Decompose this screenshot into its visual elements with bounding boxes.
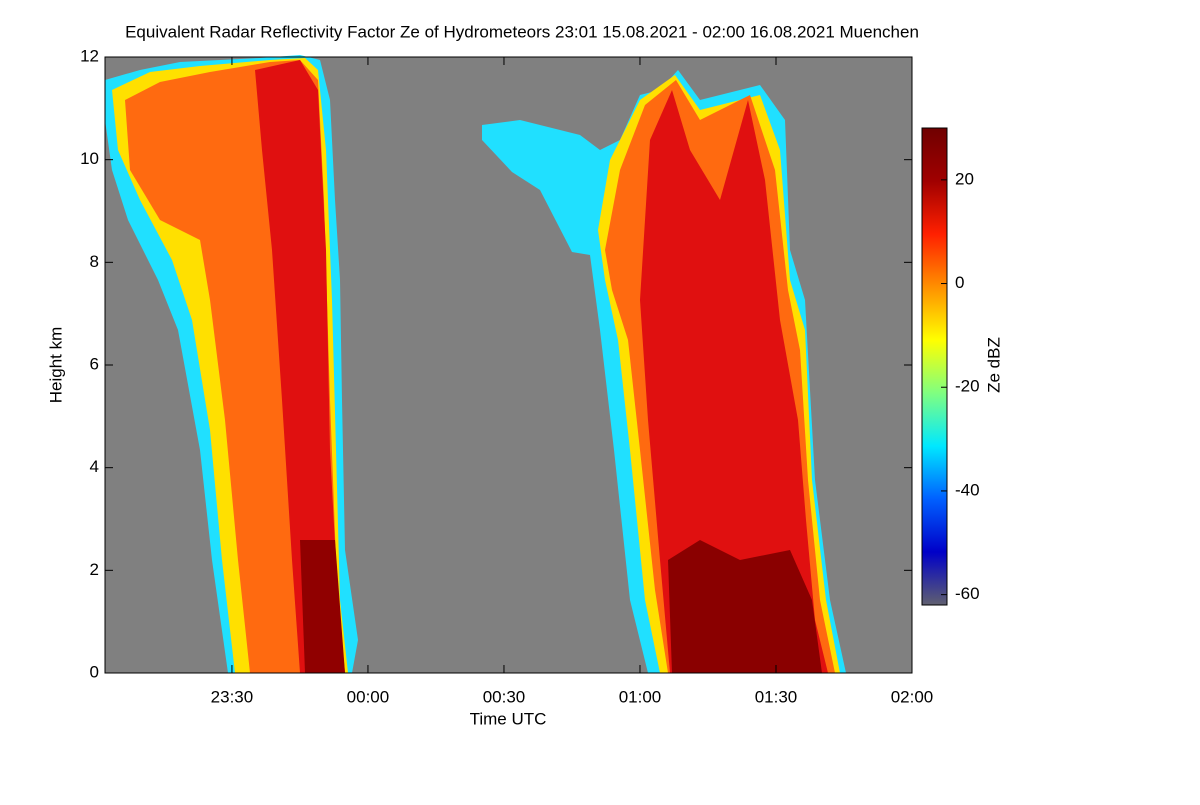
chart-title: Equivalent Radar Reflectivity Factor Ze … [125, 22, 919, 41]
y-tick-label: 2 [90, 560, 99, 579]
y-tick-label: 4 [90, 457, 99, 476]
echo-region [668, 540, 822, 673]
colorbar-tick-label: -60 [955, 584, 980, 603]
echo-region [300, 540, 345, 673]
colorbar-tick-label: -20 [955, 377, 980, 396]
colorbar [921, 127, 948, 606]
echo-region [255, 60, 345, 673]
x-tick-label: 02:00 [891, 687, 934, 706]
x-axis-label: Time UTC [470, 709, 547, 728]
colorbar-label: Ze dBZ [984, 337, 1003, 393]
echo-region [640, 90, 828, 673]
colorbar-tick-label: 20 [955, 169, 974, 188]
y-tick-label: 10 [80, 149, 99, 168]
x-tick-label: 00:00 [347, 687, 390, 706]
x-tick-label: 01:30 [755, 687, 798, 706]
y-tick-label: 0 [90, 662, 99, 681]
y-tick-label: 12 [80, 46, 99, 65]
x-tick-label: 23:30 [211, 687, 254, 706]
colorbar-tick-label: 0 [955, 273, 964, 292]
y-tick-label: 6 [90, 354, 99, 373]
radar-echoes [105, 55, 846, 673]
colorbar-tick-label: -40 [955, 480, 980, 499]
x-tick-label: 00:30 [483, 687, 526, 706]
y-axis-label: Height km [46, 327, 65, 404]
y-tick-label: 8 [90, 252, 99, 271]
x-tick-label: 01:00 [619, 687, 662, 706]
